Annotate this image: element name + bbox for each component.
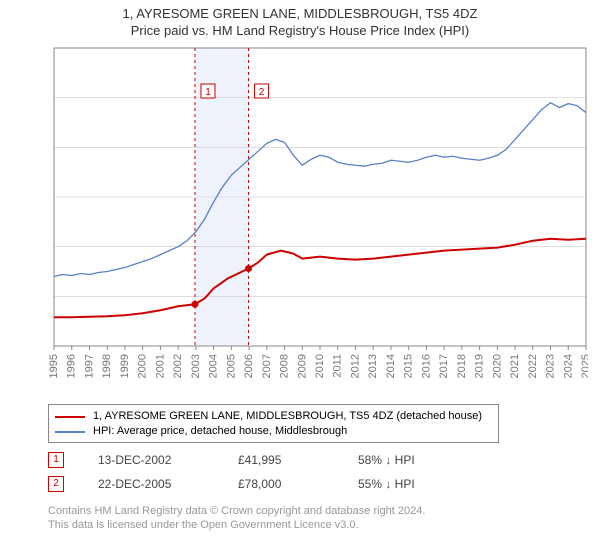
marker-price: £41,995: [238, 453, 358, 467]
legend-item: 1, AYRESOME GREEN LANE, MIDDLESBROUGH, T…: [55, 409, 492, 424]
legend-swatch: [55, 416, 85, 418]
svg-text:2017: 2017: [438, 354, 450, 378]
svg-text:2016: 2016: [420, 354, 432, 378]
marker-price: £78,000: [238, 477, 358, 491]
svg-text:2022: 2022: [527, 354, 539, 378]
svg-text:1999: 1999: [119, 354, 131, 378]
svg-text:2018: 2018: [456, 354, 468, 378]
legend-label: HPI: Average price, detached house, Midd…: [93, 424, 347, 439]
legend-swatch: [55, 431, 85, 433]
svg-text:1997: 1997: [83, 354, 95, 378]
svg-text:2008: 2008: [279, 354, 291, 378]
svg-text:2015: 2015: [403, 354, 415, 378]
title-block: 1, AYRESOME GREEN LANE, MIDDLESBROUGH, T…: [0, 0, 600, 38]
chart-subtitle: Price paid vs. HM Land Registry's House …: [0, 23, 600, 38]
footer-line-2: This data is licensed under the Open Gov…: [48, 518, 425, 532]
marker-pct: 58% ↓ HPI: [358, 453, 478, 467]
svg-text:2006: 2006: [243, 354, 255, 378]
chart-area: £0£50K£100K£150K£200K£250K£300K199519961…: [48, 46, 588, 388]
markers-table: 1 13-DEC-2002£41,99558% ↓ HPI 2 22-DEC-2005…: [48, 448, 478, 496]
marker-badge: 1: [48, 452, 64, 468]
chart-svg: £0£50K£100K£150K£200K£250K£300K199519961…: [48, 46, 588, 388]
svg-text:2007: 2007: [261, 354, 273, 378]
legend-item: HPI: Average price, detached house, Midd…: [55, 424, 492, 439]
svg-text:2014: 2014: [385, 354, 397, 378]
svg-text:2009: 2009: [296, 354, 308, 378]
footer-line-1: Contains HM Land Registry data © Crown c…: [48, 504, 425, 518]
svg-text:2003: 2003: [190, 354, 202, 378]
svg-text:1995: 1995: [48, 354, 60, 378]
marker-pct: 55% ↓ HPI: [358, 477, 478, 491]
svg-text:2020: 2020: [491, 354, 503, 378]
svg-text:2002: 2002: [172, 354, 184, 378]
chart-title: 1, AYRESOME GREEN LANE, MIDDLESBROUGH, T…: [0, 6, 600, 21]
svg-text:1: 1: [205, 87, 211, 98]
marker-badge: 2: [48, 476, 64, 492]
svg-text:2021: 2021: [509, 354, 521, 378]
marker-row: 2 22-DEC-2005£78,00055% ↓ HPI: [48, 472, 478, 496]
svg-text:2023: 2023: [545, 354, 557, 378]
svg-text:1998: 1998: [101, 354, 113, 378]
svg-text:2024: 2024: [562, 354, 574, 378]
svg-text:2004: 2004: [208, 354, 220, 378]
svg-text:2000: 2000: [137, 354, 149, 378]
svg-text:2001: 2001: [154, 354, 166, 378]
legend: 1, AYRESOME GREEN LANE, MIDDLESBROUGH, T…: [48, 404, 499, 443]
footer: Contains HM Land Registry data © Crown c…: [48, 504, 425, 532]
svg-text:2011: 2011: [332, 354, 344, 378]
svg-text:2025: 2025: [580, 354, 588, 378]
svg-text:2005: 2005: [225, 354, 237, 378]
svg-text:2: 2: [259, 87, 265, 98]
legend-label: 1, AYRESOME GREEN LANE, MIDDLESBROUGH, T…: [93, 409, 482, 424]
marker-date: 22-DEC-2005: [98, 477, 238, 491]
svg-text:2019: 2019: [474, 354, 486, 378]
svg-text:2010: 2010: [314, 354, 326, 378]
chart-container: 1, AYRESOME GREEN LANE, MIDDLESBROUGH, T…: [0, 0, 600, 560]
marker-date: 13-DEC-2002: [98, 453, 238, 467]
svg-text:2012: 2012: [349, 354, 361, 378]
marker-row: 1 13-DEC-2002£41,99558% ↓ HPI: [48, 448, 478, 472]
svg-text:2013: 2013: [367, 354, 379, 378]
svg-text:1996: 1996: [66, 354, 78, 378]
